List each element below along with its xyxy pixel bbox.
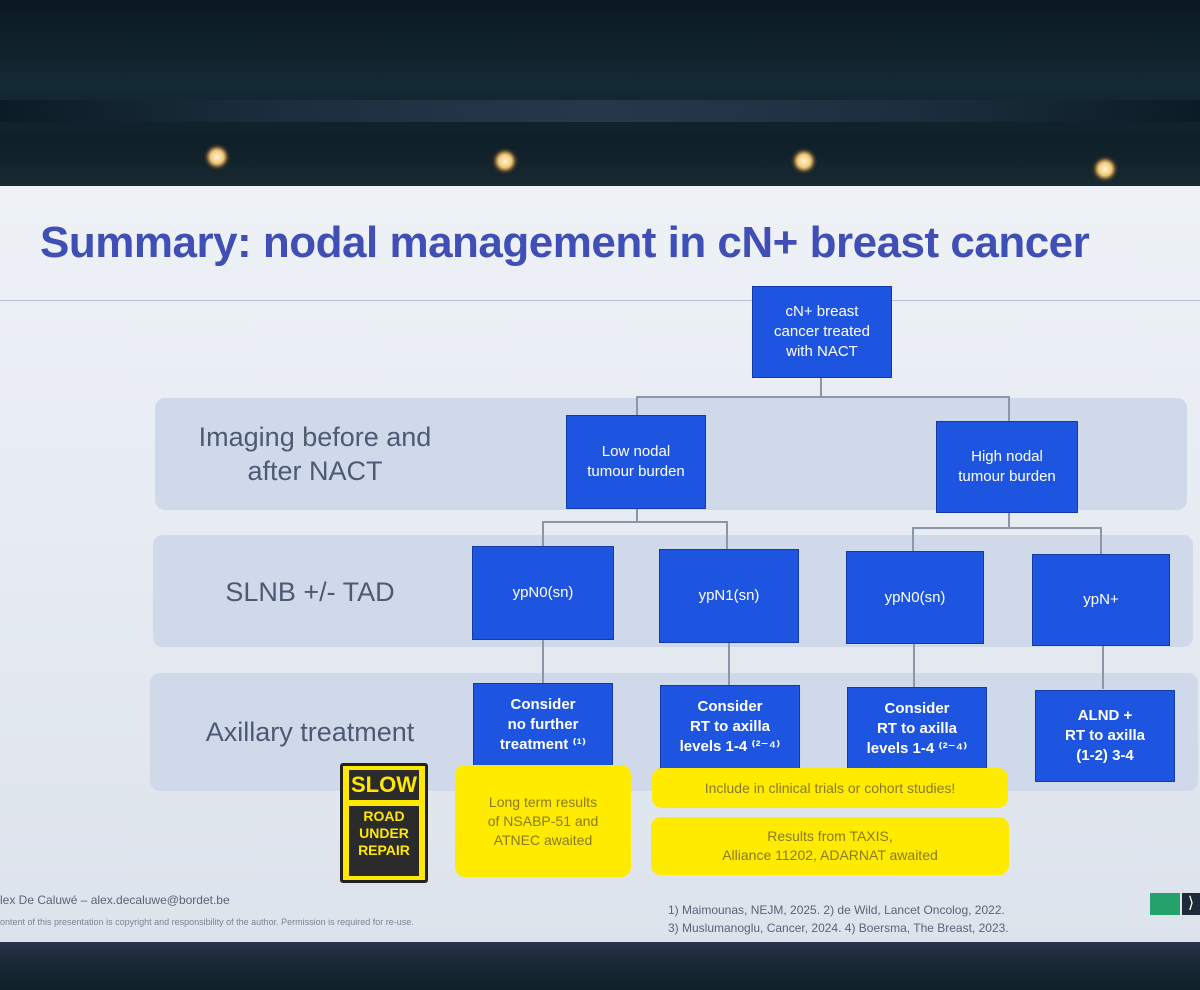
connector [913,643,915,687]
connector [728,643,730,685]
connector [542,521,544,547]
node-ypn0-low: ypN0(sn) [472,546,614,640]
node-ypn0-high: ypN0(sn) [846,551,984,644]
footer-reference-1: 1) Maimounas, NEJM, 2025. 2) de Wild, La… [668,903,1005,917]
footer-copyright: ontent of this presentation is copyright… [0,917,414,927]
connector [636,396,638,416]
footer-author: lex De Caluwé – alex.decaluwe@bordet.be [0,893,230,907]
row-label-slnb: SLNB +/- TAD [225,577,395,607]
connector [1008,396,1010,422]
connector [542,640,544,684]
logo-dark-block: ⟩ [1182,893,1200,915]
note-clinical-trials: Include in clinical trials or cohort stu… [652,768,1008,808]
sign-slow-text: SLOW [349,770,419,800]
connector [912,527,1102,529]
note-nsabp-atnec: Long term results of NSABP-51 and ATNEC … [455,765,631,877]
node-no-further-treatment: Consider no further treatment ⁽¹⁾ [473,683,613,767]
connector [726,521,728,549]
sign-road-under-repair-text: ROAD UNDER REPAIR [349,806,419,876]
slow-road-sign: SLOW ROAD UNDER REPAIR [340,763,428,883]
connector [542,521,728,523]
node-low-burden: Low nodal tumour burden [566,415,706,509]
floor-background [0,940,1200,990]
connector [636,396,1010,398]
ceiling-light [1092,156,1118,182]
ceiling-light [204,144,230,170]
connector [1102,645,1104,689]
room-background [0,0,1200,190]
node-ypn1: ypN1(sn) [659,549,799,643]
connector [912,527,914,551]
node-high-burden: High nodal tumour burden [936,421,1078,513]
row-label-axillary: Axillary treatment [205,717,415,747]
node-ypn-plus: ypN+ [1032,554,1170,646]
node-rt-axilla-ypn0: Consider RT to axilla levels 1-4 ⁽²⁻⁴⁾ [847,687,987,771]
node-cn-plus-root: cN+ breast cancer treated with NACT [752,286,892,378]
connector [1008,512,1010,528]
institution-logo: ⟩ [1150,893,1200,915]
slide-title: Summary: nodal management in cN+ breast … [40,218,1090,267]
node-alnd-rt: ALND + RT to axilla (1-2) 3-4 [1035,690,1175,782]
connector [636,508,638,522]
node-rt-axilla-ypn1: Consider RT to axilla levels 1-4 ⁽²⁻⁴⁾ [660,685,800,769]
row-label-imaging: Imaging before and after NACT [198,422,432,486]
connector [1100,527,1102,555]
footer-reference-2: 3) Muslumanoglu, Cancer, 2024. 4) Boersm… [668,921,1009,935]
ceiling-light [492,148,518,174]
ceiling-light [791,148,817,174]
title-rule [0,300,1200,301]
connector [820,378,822,398]
ceiling-stripe [0,100,1200,122]
logo-green-block [1150,893,1180,915]
note-taxis-alliance: Results from TAXIS, Alliance 11202, ADAR… [651,817,1009,875]
